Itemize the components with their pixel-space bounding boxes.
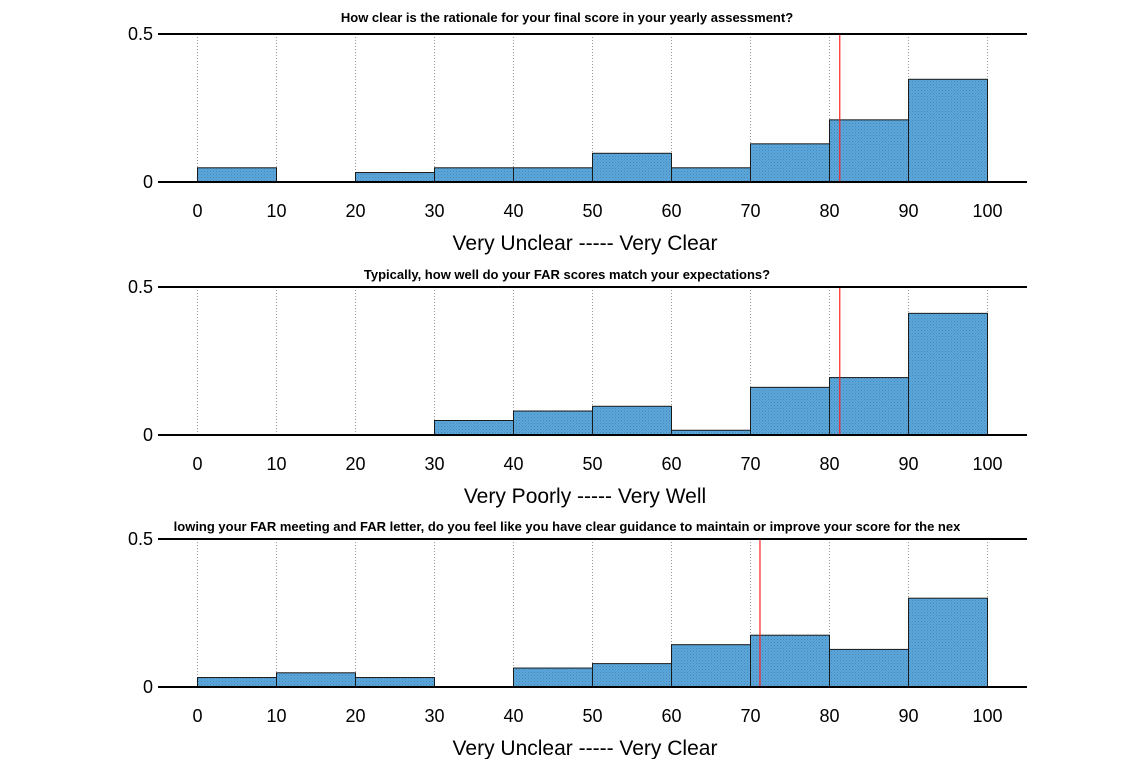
- x-tick-label: 50: [582, 454, 602, 474]
- histogram-bar: [592, 405, 672, 436]
- y-tick-label: 0: [143, 677, 153, 697]
- histogram-bar: [276, 672, 356, 688]
- histogram-bar: [355, 677, 435, 688]
- histogram-bar: [355, 172, 435, 183]
- chart-title: lowing your FAR meeting and FAR letter, …: [174, 519, 961, 534]
- x-tick-label: 10: [266, 706, 286, 726]
- histogram-bar: [671, 167, 751, 183]
- x-axis-label: Very Poorly ----- Very Well: [464, 485, 706, 508]
- y-tick-label: 0.5: [128, 24, 153, 44]
- histogram-bar: [434, 419, 514, 436]
- y-tick-label: 0.5: [128, 529, 153, 549]
- x-tick-label: 40: [503, 454, 523, 474]
- x-tick-label: 30: [424, 706, 444, 726]
- x-tick-label: 60: [661, 454, 681, 474]
- histogram-bar: [829, 119, 909, 183]
- x-tick-label: 100: [972, 706, 1002, 726]
- y-tick-label: 0.5: [128, 277, 153, 297]
- x-tick-label: 0: [192, 201, 202, 221]
- histogram-bar: [750, 386, 830, 436]
- x-tick-label: 30: [424, 454, 444, 474]
- chart-title: How clear is the rationale for your fina…: [341, 10, 793, 25]
- x-tick-label: 0: [192, 454, 202, 474]
- histogram-bar: [513, 410, 593, 436]
- chart-title: Typically, how well do your FAR scores m…: [364, 267, 770, 282]
- histogram-bar: [197, 167, 277, 183]
- x-tick-label: 10: [266, 454, 286, 474]
- histogram-bar: [592, 663, 672, 688]
- chart-panel-2: 0 0.5 0 10 20 30 40 50 60 70 80 90 100 Typically, how…: [128, 267, 1027, 508]
- histogram-bar: [750, 143, 830, 183]
- x-tick-label: 100: [972, 454, 1002, 474]
- x-tick-label: 70: [740, 706, 760, 726]
- histogram-bar: [829, 648, 909, 688]
- x-tick-label: 60: [661, 706, 681, 726]
- x-tick-label: 30: [424, 201, 444, 221]
- histogram-bar: [908, 78, 988, 183]
- x-tick-label: 20: [345, 454, 365, 474]
- histogram-bar: [908, 597, 988, 688]
- histogram-bar: [908, 312, 988, 436]
- x-tick-label: 60: [661, 201, 681, 221]
- histogram-bar: [434, 167, 514, 183]
- y-tick-label: 0: [143, 425, 153, 445]
- x-tick-label: 90: [898, 706, 918, 726]
- x-tick-label: 90: [898, 454, 918, 474]
- chart-panel-1: 0 0.5 0 10 20 30 40 50 60 70 80 90 100 How clear is t…: [128, 10, 1027, 255]
- x-tick-label: 20: [345, 706, 365, 726]
- x-tick-label: 80: [819, 454, 839, 474]
- histogram-bar: [671, 644, 751, 688]
- x-tick-label: 80: [819, 201, 839, 221]
- x-tick-label: 80: [819, 706, 839, 726]
- histogram-bar: [750, 634, 830, 688]
- x-tick-label: 100: [972, 201, 1002, 221]
- histogram-bar: [513, 167, 593, 183]
- x-tick-label: 20: [345, 201, 365, 221]
- x-tick-label: 70: [740, 201, 760, 221]
- x-tick-label: 0: [192, 706, 202, 726]
- y-tick-label: 0: [143, 172, 153, 192]
- x-tick-label: 50: [582, 201, 602, 221]
- histogram-bar: [592, 152, 672, 183]
- x-axis-label: Very Unclear ----- Very Clear: [453, 737, 718, 759]
- histogram-bar: [513, 667, 593, 688]
- x-tick-label: 90: [898, 201, 918, 221]
- histogram-bar: [829, 377, 909, 436]
- histogram-bar: [197, 677, 277, 688]
- chart-panel-3: 0 0.5 0 10 20 30 40 50 60 70 80 90 100 lowing your FA…: [128, 519, 1027, 759]
- x-axis-label: Very Unclear ----- Very Clear: [453, 232, 718, 255]
- x-tick-label: 40: [503, 201, 523, 221]
- x-tick-label: 50: [582, 706, 602, 726]
- x-tick-label: 40: [503, 706, 523, 726]
- x-tick-label: 70: [740, 454, 760, 474]
- x-tick-label: 10: [266, 201, 286, 221]
